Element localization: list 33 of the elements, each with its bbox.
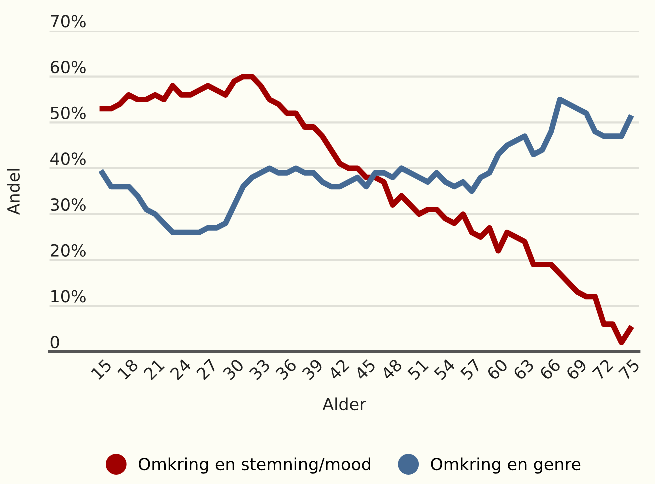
x-tick-label: 60 xyxy=(486,358,509,381)
x-tick-label: 30 xyxy=(222,358,245,381)
x-tick-label: 42 xyxy=(328,358,350,381)
y-tick-label: 10% xyxy=(52,290,86,303)
y-tick-label: 60% xyxy=(50,60,86,74)
legend-label: Omkring en stemning/mood xyxy=(138,458,370,474)
x-tick-label: 15 xyxy=(91,358,112,380)
x-tick-label: 36 xyxy=(275,358,298,381)
y-tick-label: 30% xyxy=(51,198,86,212)
y-tick-label: 70% xyxy=(51,15,86,28)
x-tick-label: 72 xyxy=(592,358,614,380)
y-tick-label: 40% xyxy=(50,152,86,166)
x-tick-label: 57 xyxy=(460,358,482,381)
x-tick-label: 21 xyxy=(143,358,166,381)
x-tick-label: 39 xyxy=(302,358,324,381)
x-tick-label: 45 xyxy=(354,358,376,381)
x-tick-label: 27 xyxy=(196,358,218,381)
x-tick-label: 69 xyxy=(566,358,588,381)
x-tick-label: 48 xyxy=(380,358,404,381)
y-tick-label: 20% xyxy=(51,244,86,257)
x-tick-label: 75 xyxy=(618,358,640,381)
x-tick-label: 63 xyxy=(512,358,535,381)
y-tick-label: 50% xyxy=(51,106,86,120)
x-axis-title: Alder xyxy=(322,398,366,411)
x-tick-label: 33 xyxy=(248,358,271,381)
x-tick-label: 24 xyxy=(170,358,192,381)
y-tick-label: 0 xyxy=(50,336,60,349)
x-tick-label: 54 xyxy=(434,358,456,381)
x-tick-label: 51 xyxy=(407,358,430,381)
y-axis-title: Andel xyxy=(7,169,20,216)
legend-label: Omkring en genre xyxy=(431,458,581,474)
x-tick-label: 18 xyxy=(117,358,140,380)
x-tick-label: 66 xyxy=(539,358,562,381)
